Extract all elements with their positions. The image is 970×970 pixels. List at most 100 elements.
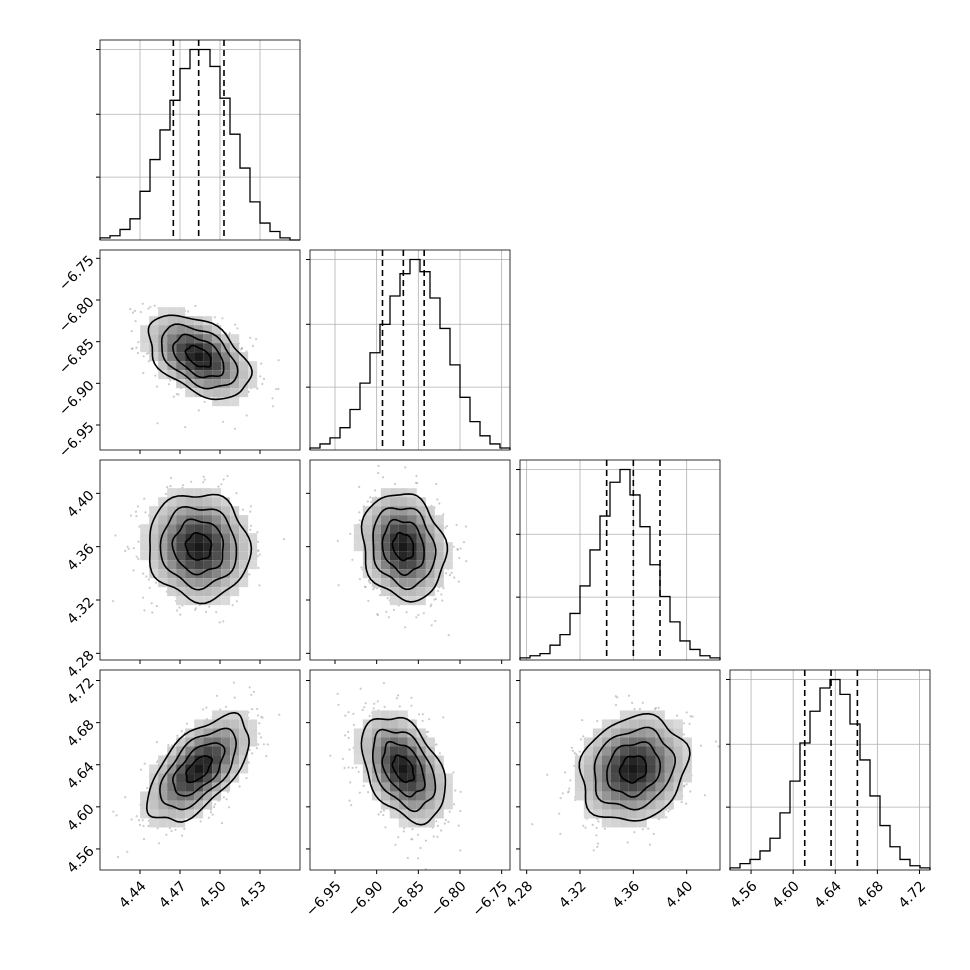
density-cell [149,542,159,552]
density-cell [194,506,204,516]
density-cell [176,370,186,380]
sample-point [564,771,567,774]
sample-point [403,827,406,830]
density-cell [416,524,426,534]
density-cell [610,764,620,774]
sample-point [444,818,447,822]
density-cell [230,370,240,380]
density-cell [185,370,195,380]
density-cell [371,782,381,792]
density-cell [389,497,399,507]
density-cell [158,800,168,810]
density-cell [212,569,222,579]
density-cell [443,800,453,810]
sample-point [614,704,618,707]
density-cell [619,809,629,819]
density-cell [176,325,186,335]
density-cell [185,316,195,326]
sample-point [277,359,280,362]
density-cell [610,800,620,810]
density-cell [167,506,177,516]
sample-point [597,820,600,823]
density-cell [583,737,593,747]
density-cell [221,755,231,765]
density-cell [176,506,186,516]
density-cell [194,370,204,380]
density-cell [212,560,222,570]
sample-point [155,761,159,764]
density-cell [628,746,638,756]
sample-point [138,823,141,827]
density-cell [398,497,408,507]
sample-point [245,414,248,417]
sample-point [405,611,408,614]
density-cell [221,361,231,371]
density-cell [425,764,435,774]
density-cell [194,524,204,534]
density-cell [230,569,240,579]
density-cell [248,361,258,371]
density-cell [167,524,177,534]
contour-line [172,333,225,379]
density-cell [221,379,231,389]
sample-point [147,307,150,310]
density-cell [176,782,186,792]
density-cell [610,791,620,801]
density-cell [628,773,638,783]
density-cell [176,316,186,326]
density-cell [230,551,240,561]
sample-point [170,476,173,480]
density-cell [176,773,186,783]
density-cell [601,755,611,765]
sample-point [452,545,455,548]
sample-point [233,427,236,430]
sample-point [228,332,231,335]
sample-point [221,317,224,320]
density-cell [221,533,231,543]
density-cell [176,800,186,810]
density-cell [185,755,195,765]
sample-point [355,766,358,769]
density-cell [637,818,647,828]
density-cell [185,773,195,783]
sample-point [249,524,253,527]
density-cell [194,379,204,389]
sample-point [462,541,466,544]
sample-point [375,587,379,590]
density-cell [646,809,656,819]
sample-point [676,714,679,717]
contour-line [360,716,447,826]
density-cell [176,560,186,570]
density-cell [194,325,204,335]
sample-point [250,708,254,711]
sample-point [251,752,254,755]
density-cell [212,746,222,756]
sample-point [130,818,133,821]
density-cell [194,746,204,756]
sample-point [170,829,173,833]
density-cell [194,515,204,525]
density-cell [203,782,213,792]
density-cell [203,719,213,729]
density-cell [230,506,240,516]
contour-line [391,531,415,562]
sample-point [410,696,413,699]
sample-point [202,481,205,484]
density-cell [592,782,602,792]
density-cell [239,379,249,389]
sample-point [213,316,216,319]
density-cell [203,542,213,552]
density-cell [203,379,213,389]
sample-point [653,707,657,711]
sample-point [641,701,644,704]
sample-point [457,580,460,583]
sample-point [209,811,212,814]
density-cell [389,719,399,729]
density-cell [176,515,186,525]
sample-point [457,824,460,827]
sample-point [235,600,238,603]
density-cell [416,551,426,561]
sample-point [271,397,274,400]
sample-point [428,718,431,721]
density-cell [167,755,177,765]
